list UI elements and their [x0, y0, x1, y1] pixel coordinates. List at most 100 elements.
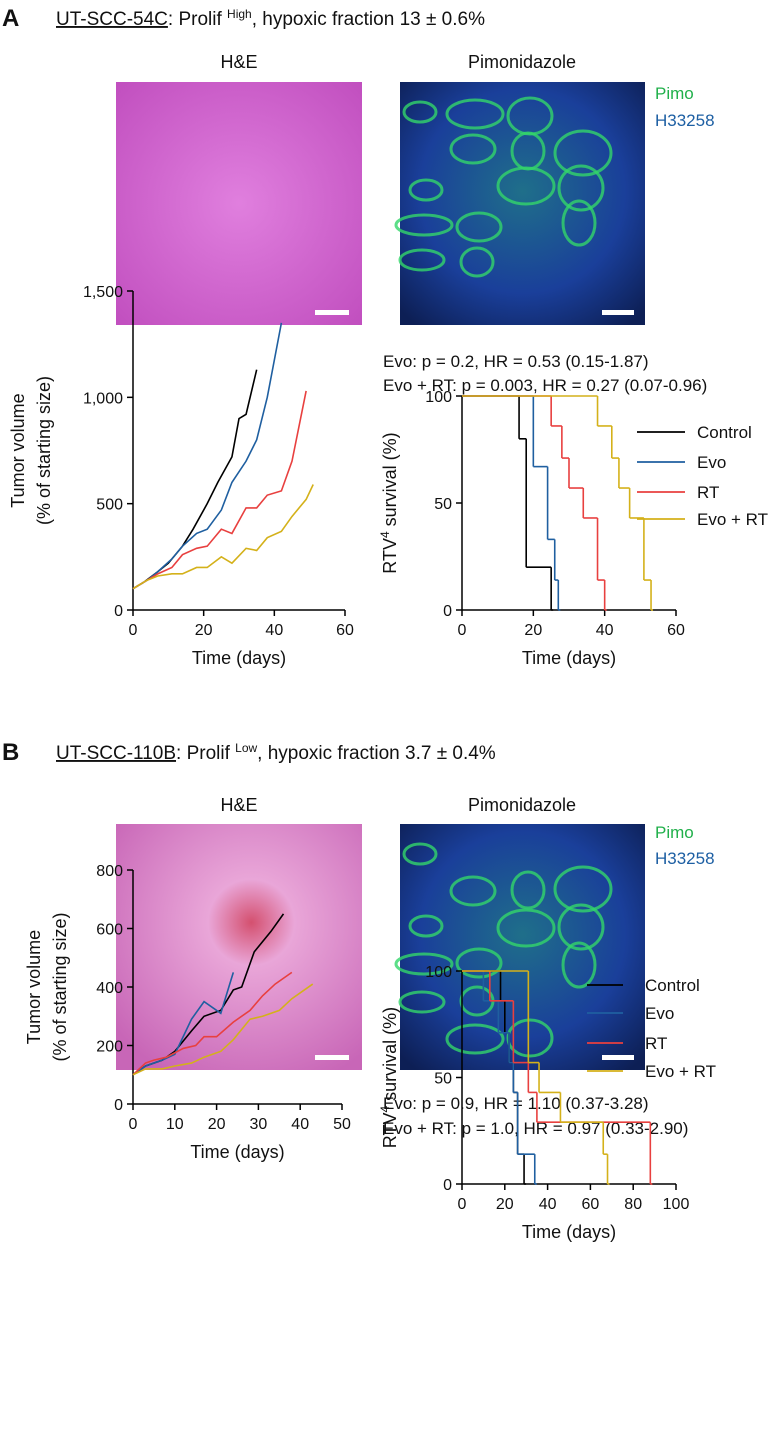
legend-label: RT — [645, 1034, 667, 1053]
y-tick-label: 800 — [96, 863, 123, 880]
chart: 0 50 100 0 20 40 60 Time (days) RTV4 survival (%… — [378, 352, 768, 668]
pimo-signal — [394, 952, 454, 976]
y-axis-label: Tumor volume — [8, 393, 28, 507]
y-tick-label: 1,000 — [83, 390, 123, 407]
y-axis-label: (% of starting size) — [50, 912, 70, 1061]
x-tick-label: 0 — [458, 1196, 467, 1213]
y-axis-label: Tumor volume — [24, 930, 44, 1044]
pimo-signal — [553, 129, 613, 177]
annotation: Evo: p = 0.2, HR = 0.53 (0.15-1.87) — [383, 352, 649, 371]
pimo-signal — [561, 941, 597, 989]
stain-legend: Pimo — [655, 823, 694, 842]
annotation: Evo + RT: p = 1.0, HR = 0.97 (0.33-2.90) — [383, 1119, 688, 1138]
image-title: H&E — [220, 795, 257, 815]
x-tick-label: 60 — [667, 622, 685, 639]
scale-bar — [602, 1055, 634, 1060]
stain-legend: Pimo — [655, 84, 694, 103]
y-tick-label: 0 — [114, 603, 123, 620]
scale-bar — [315, 310, 349, 315]
growth-line — [132, 983, 314, 1076]
title-prefix: : Prolif — [176, 743, 235, 764]
y-label-rest: survival (%) — [380, 1007, 400, 1106]
panel-letter: A — [2, 5, 19, 32]
growth-line — [132, 390, 307, 590]
pimo-signal — [506, 96, 554, 136]
growth-line — [132, 971, 293, 1076]
image-title: Pimonidazole — [468, 795, 576, 815]
y-label-text: RTV — [380, 1113, 400, 1149]
x-tick-label: 60 — [582, 1196, 600, 1213]
x-tick-label: 60 — [336, 622, 354, 639]
x-axis-label: Time (days) — [192, 648, 286, 668]
pimo-signal — [445, 1023, 505, 1055]
cell-line: UT-SCC-110B — [56, 743, 176, 764]
x-tick-label: 0 — [129, 1116, 138, 1133]
pimo-signal — [459, 246, 495, 278]
y-tick-label: 0 — [443, 603, 452, 620]
he-image — [116, 824, 362, 1070]
scale-bar — [315, 1055, 349, 1060]
pimo-signal — [402, 100, 438, 124]
he-image — [116, 82, 362, 325]
chart: 0 50 100 0 20 40 60 80 100 Time (days) RTV4 surviv… — [378, 964, 716, 1242]
stain-legend: H33258 — [655, 849, 715, 868]
chart: 0 500 1,000 1,500 0 20 40 60 Time (days) Tumor vo… — [8, 284, 354, 668]
scale-bar — [602, 310, 634, 315]
pimo-signal — [557, 164, 605, 212]
y-tick-label: 100 — [425, 389, 452, 406]
panel-title: UT-SCC-54C: Prolif High, hypoxic fractio… — [56, 7, 485, 30]
title-prefix: : Prolif — [168, 9, 227, 30]
pimo-signal — [557, 903, 605, 951]
pimo-signal — [449, 133, 497, 165]
legend-label: Evo + RT — [645, 1062, 716, 1081]
y-label-text: RTV — [380, 538, 400, 574]
y-tick-label: 50 — [434, 496, 452, 513]
x-tick-label: 40 — [291, 1116, 309, 1133]
panel-title: UT-SCC-110B: Prolif Low, hypoxic fractio… — [56, 741, 496, 764]
y-label-sup: 4 — [378, 531, 392, 538]
y-tick-label: 50 — [434, 1071, 452, 1088]
y-axis-label: (% of starting size) — [34, 376, 54, 525]
y-label-rest: survival (%) — [380, 432, 400, 531]
title-suffix: , hypoxic fraction 13 ± 0.6% — [252, 9, 485, 30]
chart: 0 200 400 600 800 0 10 20 30 40 50 Time (days) Tumor… — [24, 863, 351, 1162]
pimo-signal — [561, 199, 597, 247]
pimo-signal — [398, 990, 446, 1014]
y-tick-label: 400 — [96, 980, 123, 997]
x-tick-label: 50 — [333, 1116, 351, 1133]
pimo-signal — [553, 865, 613, 913]
y-tick-label: 600 — [96, 922, 123, 939]
legend-label: Control — [645, 976, 700, 995]
growth-line — [132, 322, 283, 590]
pimo-signal — [455, 947, 503, 979]
pimo-signal — [455, 211, 503, 243]
annotation: Evo: p = 0.9, HR = 1.10 (0.37-3.28) — [383, 1094, 649, 1113]
title-suffix: , hypoxic fraction 3.7 ± 0.4% — [257, 743, 496, 764]
legend-label: Evo — [697, 453, 726, 472]
x-axis-label: Time (days) — [522, 648, 616, 668]
pimo-signal — [408, 914, 444, 938]
cell-line: UT-SCC-54C — [56, 9, 168, 30]
x-tick-label: 0 — [458, 622, 467, 639]
y-tick-label: 1,500 — [83, 284, 123, 301]
x-tick-label: 20 — [195, 622, 213, 639]
panel-letter: B — [2, 739, 19, 766]
image-title: H&E — [220, 52, 257, 72]
y-tick-label: 100 — [425, 964, 452, 981]
pimo-signal — [506, 1018, 554, 1058]
legend-label: Evo + RT — [697, 510, 768, 529]
y-tick-label: 0 — [443, 1177, 452, 1194]
annotation: Evo + RT: p = 0.003, HR = 0.27 (0.07-0.9… — [383, 376, 707, 395]
x-tick-label: 20 — [208, 1116, 226, 1133]
legend-label: RT — [697, 483, 719, 502]
pimo-signal — [510, 870, 546, 910]
x-tick-label: 40 — [265, 622, 283, 639]
pimo-signal — [394, 213, 454, 237]
y-axis-label: RTV4 survival (%) — [378, 432, 400, 573]
pimo-signal — [445, 98, 505, 130]
pimo-signal — [449, 875, 497, 907]
x-tick-label: 40 — [596, 622, 614, 639]
y-label-sup: 4 — [378, 1106, 392, 1113]
x-tick-label: 30 — [250, 1116, 268, 1133]
